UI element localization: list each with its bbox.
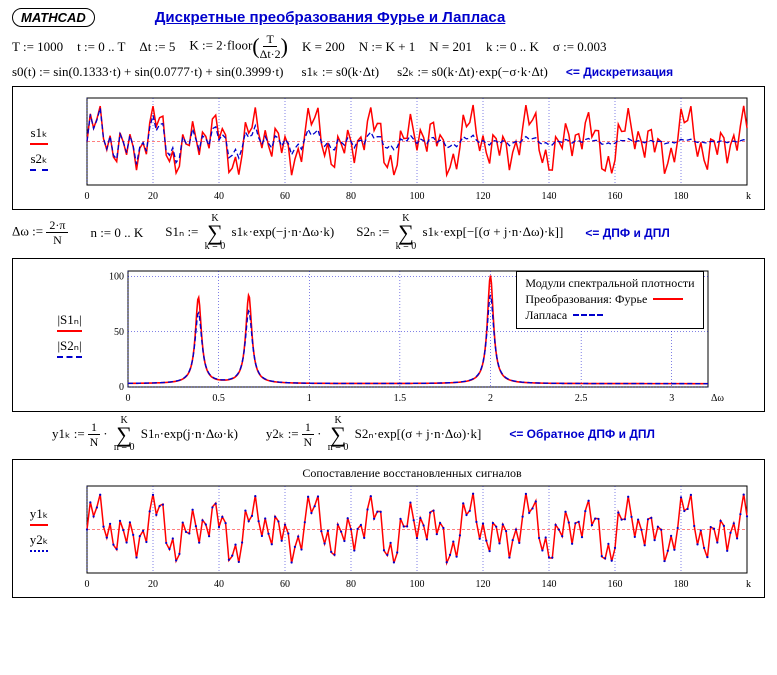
- svg-text:40: 40: [214, 191, 224, 202]
- mathcad-logo: MATHCAD: [12, 8, 95, 27]
- def-y2: y2ₖ := 1N · K∑n = 0 S2ₙ·exp[(σ + j·n·Δω)…: [266, 416, 481, 454]
- svg-text:80: 80: [346, 579, 356, 590]
- svg-text:1.5: 1.5: [393, 393, 406, 404]
- param-n: n := 0 .. K: [90, 225, 143, 241]
- svg-text:k: k: [746, 191, 751, 202]
- def-s1: s1ₖ := s0(k·Δt): [302, 64, 380, 80]
- params-row-3: Δω := 2·πN n := 0 .. K S1ₙ := K∑k = 0 s1…: [12, 214, 765, 252]
- svg-text:2: 2: [488, 393, 493, 404]
- param-t: t := 0 .. T: [77, 39, 125, 55]
- chart2-label-s2: |S2ₙ|: [57, 338, 81, 358]
- def-S1: S1ₙ := K∑k = 0 s1ₖ·exp(−j·n·Δω·k): [165, 214, 334, 252]
- chart3-title: Сопоставление восстановленных сигналов: [67, 466, 757, 481]
- chart1-svg: 0 20 40 60 80 100 120 140 160 180 k: [67, 93, 757, 203]
- def-S2: S2ₙ := K∑k = 0 s1ₖ·exp[−[(σ + j·n·Δω)·k]…: [356, 214, 563, 252]
- svg-text:20: 20: [148, 579, 158, 590]
- svg-text:0: 0: [119, 382, 124, 393]
- svg-text:20: 20: [148, 191, 158, 202]
- annot-discretization: <= Дискретизация: [566, 65, 673, 79]
- chart-spectrum: |S1ₙ| |S2ₙ| 0 0.5 1 1.5 2 2.5 3 0 50 100 Δω Модули…: [12, 258, 765, 412]
- legend-row-fourier: Преобразования: Фурье: [525, 292, 694, 307]
- svg-text:1: 1: [306, 393, 311, 404]
- svg-text:50: 50: [114, 326, 124, 337]
- chart1-label-s1: s1ₖ: [30, 125, 47, 145]
- svg-text:60: 60: [280, 579, 290, 590]
- svg-text:120: 120: [476, 579, 491, 590]
- svg-text:0: 0: [85, 191, 90, 202]
- svg-text:100: 100: [410, 579, 425, 590]
- svg-text:2.5: 2.5: [574, 393, 587, 404]
- svg-text:40: 40: [214, 579, 224, 590]
- svg-text:120: 120: [476, 191, 491, 202]
- svg-text:Δω: Δω: [710, 393, 723, 404]
- params-row-2: s0(t) := sin(0.1333·t) + sin(0.0777·t) +…: [12, 64, 765, 80]
- params-row-1: T := 1000 t := 0 .. T Δt := 5 K := 2·flo…: [12, 33, 765, 60]
- svg-text:140: 140: [542, 191, 557, 202]
- param-K-def: K := 2·floor(TΔt·2): [189, 33, 288, 60]
- chart3-ylabels: y1ₖ y2ₖ: [19, 506, 59, 552]
- chart2-legend: Модули спектральной плотности Преобразов…: [516, 271, 703, 329]
- chart3-label-y1: y1ₖ: [30, 506, 49, 526]
- svg-text:0: 0: [85, 579, 90, 590]
- annot-inverse: <= Обратное ДПФ и ДПЛ: [509, 427, 655, 441]
- def-dw: Δω := 2·πN: [12, 219, 68, 246]
- def-s0: s0(t) := sin(0.1333·t) + sin(0.0777·t) +…: [12, 64, 284, 80]
- chart-reconstructed: y1ₖ y2ₖ Сопоставление восстановленных си…: [12, 459, 765, 598]
- param-N-def: N := K + 1: [359, 39, 416, 55]
- chart2-wrap: 0 0.5 1 1.5 2 2.5 3 0 50 100 Δω Модули спектрально…: [98, 265, 728, 405]
- chart3-wrap: Сопоставление восстановленных сигналов 0…: [67, 466, 757, 591]
- params-row-4: y1ₖ := 1N · K∑n = 0 S1ₙ·exp(j·n·Δω·k) y2…: [52, 416, 765, 454]
- param-T: T := 1000: [12, 39, 63, 55]
- svg-text:80: 80: [346, 191, 356, 202]
- param-k: k := 0 .. K: [486, 39, 539, 55]
- def-s2: s2ₖ := s0(k·Δt)·exp(−σ·k·Δt): [397, 64, 548, 80]
- svg-text:160: 160: [608, 191, 623, 202]
- svg-text:100: 100: [410, 191, 425, 202]
- legend-row-laplace: Лапласа: [525, 308, 694, 323]
- svg-text:60: 60: [280, 191, 290, 202]
- chart1-label-s2: s2ₖ: [30, 151, 47, 171]
- chart2-label-s1: |S1ₙ|: [57, 312, 81, 332]
- chart2-ylabels: |S1ₙ| |S2ₙ|: [50, 312, 90, 358]
- svg-text:3: 3: [669, 393, 674, 404]
- param-N-val: N = 201: [429, 39, 472, 55]
- svg-text:100: 100: [109, 271, 124, 282]
- header: MATHCAD Дискретные преобразования Фурье …: [12, 8, 765, 27]
- def-y1: y1ₖ := 1N · K∑n = 0 S1ₙ·exp(j·n·Δω·k): [52, 416, 238, 454]
- param-dt: Δt := 5: [139, 39, 175, 55]
- page-title: Дискретные преобразования Фурье и Лаплас…: [155, 9, 506, 26]
- svg-text:k: k: [746, 579, 751, 590]
- legend-title: Модули спектральной плотности: [525, 276, 694, 291]
- param-K-val: K = 200: [302, 39, 345, 55]
- svg-text:180: 180: [674, 191, 689, 202]
- chart1-ylabels: s1ₖ s2ₖ: [19, 125, 59, 171]
- annot-dft-dlt: <= ДПФ и ДПЛ: [585, 226, 669, 240]
- svg-text:180: 180: [674, 579, 689, 590]
- svg-text:140: 140: [542, 579, 557, 590]
- svg-text:0: 0: [125, 393, 130, 404]
- swatch-blue: [573, 314, 603, 316]
- chart-signals: s1ₖ s2ₖ 0 20 40 60 80 100 120 140 160 180 k: [12, 86, 765, 210]
- chart3-svg: 0 20 40 60 80 100 120 140 160 180 k: [67, 481, 757, 591]
- swatch-red: [653, 298, 683, 300]
- svg-text:0.5: 0.5: [212, 393, 225, 404]
- svg-text:160: 160: [608, 579, 623, 590]
- param-sigma: σ := 0.003: [553, 39, 607, 55]
- chart3-label-y2: y2ₖ: [30, 532, 49, 552]
